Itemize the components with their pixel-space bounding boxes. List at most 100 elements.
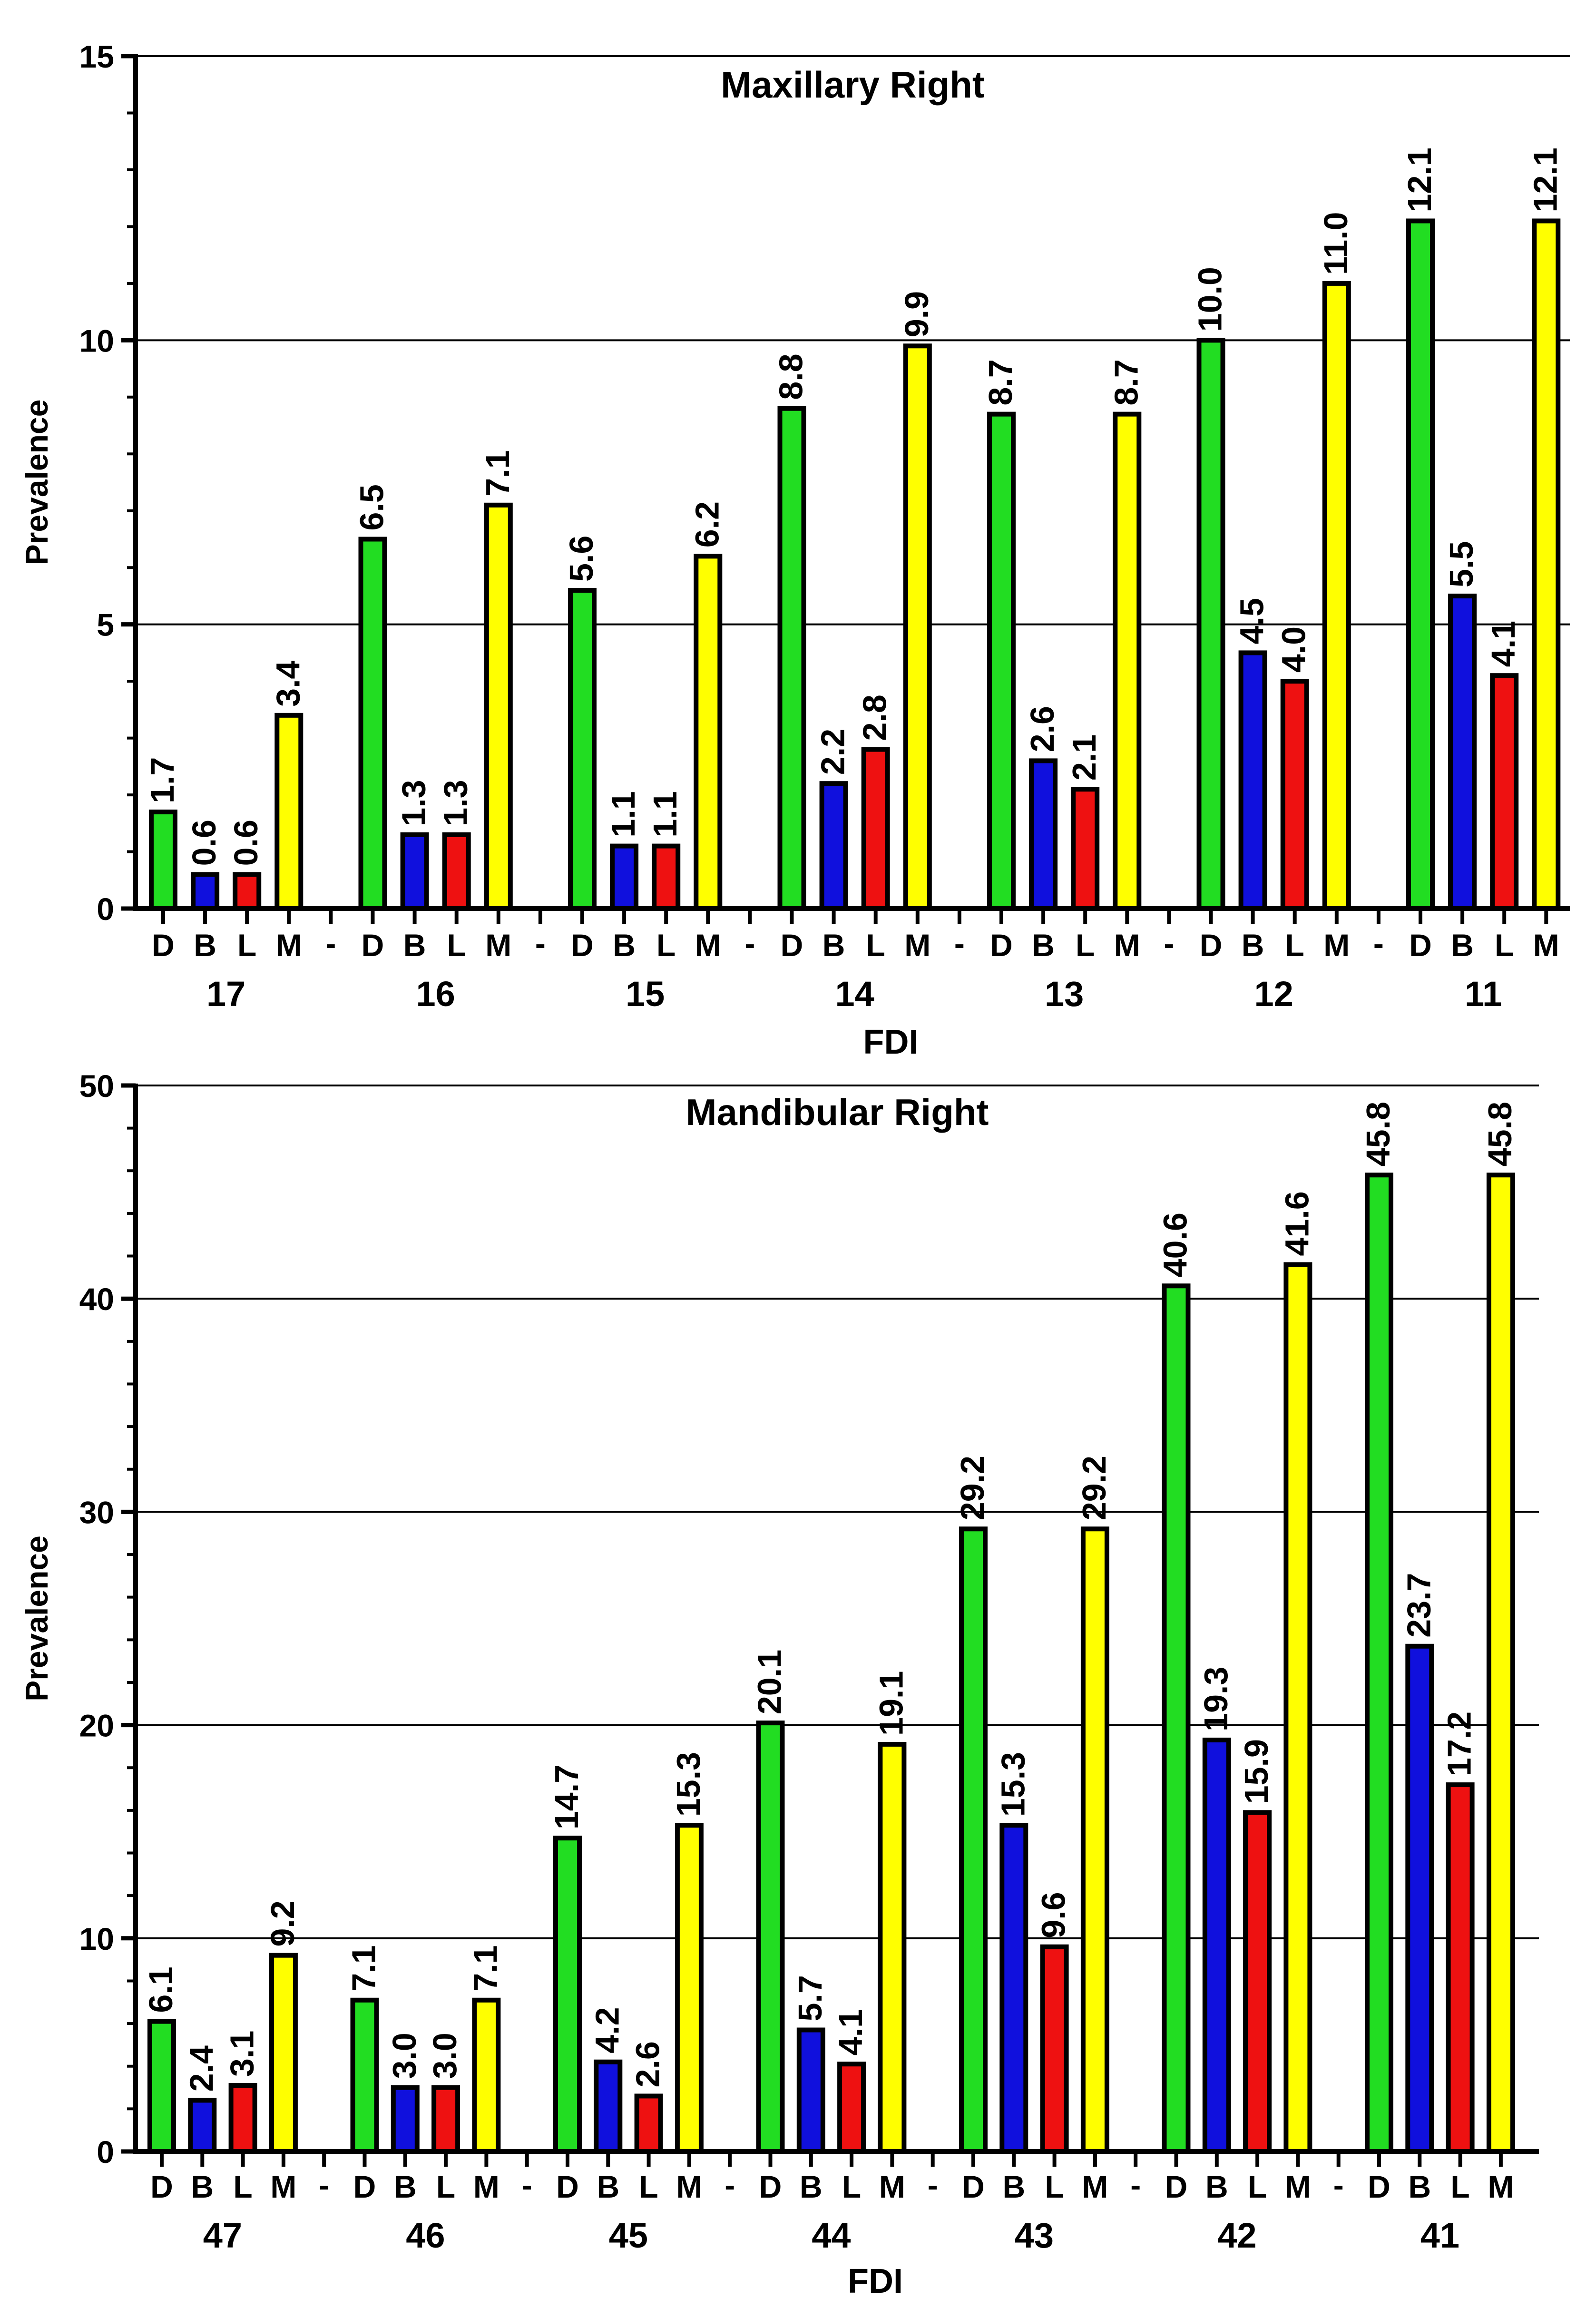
data-label: 8.7 [1107, 359, 1145, 405]
bar-12-B [1238, 650, 1267, 911]
bar-16-B [400, 832, 429, 911]
y-tick-label: 5 [97, 607, 114, 643]
y-tick-label: 20 [79, 1708, 114, 1743]
x-tick-label: L [1285, 928, 1304, 963]
bar-14-D [777, 406, 806, 911]
x-tick-label: M [1285, 2169, 1311, 2204]
tooth-label: 15 [626, 974, 665, 1014]
data-label: 1.1 [646, 791, 684, 837]
y-tick-label: 10 [79, 323, 114, 358]
chart-title: Maxillary Right [721, 64, 985, 106]
data-label: 4.0 [1275, 626, 1312, 673]
x-tick-label: M [473, 2169, 499, 2204]
bar-17-D [149, 809, 177, 911]
data-label: 2.4 [183, 2045, 220, 2092]
data-label: 6.1 [142, 1966, 179, 2013]
data-label: 1.1 [605, 791, 642, 837]
y-tick-label: 0 [97, 2134, 114, 2170]
x-tick-label: B [613, 928, 636, 963]
bar-46-B [391, 2085, 420, 2154]
chart-maxillary: 0 5 10 15 1.7 D 0.6 B 0.6 L 3.4 M 17 - 6.5 D 1.3 B 1.3 L 7.1… [19, 39, 1570, 1061]
bar-15-M [694, 554, 723, 911]
data-label: 9.6 [1035, 1892, 1072, 1938]
bar-43-L [1040, 1944, 1069, 2154]
data-label: 4.1 [1485, 621, 1522, 667]
data-label: 29.2 [954, 1456, 991, 1520]
x-tick-label: D [1200, 928, 1223, 963]
data-label: 19.1 [872, 1671, 910, 1736]
bar-43-B [999, 1823, 1028, 2154]
data-label: 7.1 [345, 1945, 382, 1991]
tooth-label: 42 [1217, 2216, 1256, 2255]
separator-label: - [325, 926, 336, 961]
data-label: 3.1 [224, 2031, 261, 2077]
bar-45-M [675, 1823, 704, 2154]
x-tick-label: L [1076, 928, 1095, 963]
bar-17-B [191, 872, 220, 911]
bar-43-D [959, 1526, 988, 2154]
bar-42-D [1162, 1283, 1191, 2154]
x-tick-label: B [1032, 928, 1055, 963]
x-tick-label: D [1165, 2169, 1188, 2204]
data-label: 0.6 [186, 820, 223, 866]
x-tick-label: L [639, 2169, 658, 2204]
y-axis-label: Prevalence [19, 400, 54, 566]
y-tick-label: 10 [79, 1921, 114, 1956]
separator-label: - [744, 926, 755, 961]
separator-label: - [1164, 926, 1174, 961]
x-tick-label: L [436, 2169, 455, 2204]
data-label: 7.1 [467, 1945, 504, 1991]
x-tick-label: L [1248, 2169, 1267, 2204]
x-tick-label: B [597, 2169, 619, 2204]
tooth-label: 12 [1254, 974, 1293, 1014]
bar-47-B [188, 2098, 217, 2154]
data-label: 45.8 [1481, 1102, 1518, 1166]
bar-41-L [1446, 1782, 1475, 2154]
bar-15-L [652, 843, 681, 911]
x-tick-label: B [194, 928, 216, 963]
separator-label: - [1130, 2167, 1141, 2202]
bar-17-L [233, 872, 262, 911]
separator-label: - [928, 2167, 938, 2202]
data-label: 8.7 [982, 359, 1019, 405]
data-label: 4.5 [1234, 598, 1271, 644]
chart-mandibular: 0 10 20 30 40 50 6.1 D 2.4 B 3.1 L 9.2 M 47 - 7.1 D 3.0 B 3.… [19, 1068, 1539, 2300]
chart-title: Mandibular Right [686, 1091, 989, 1133]
x-tick-label: L [233, 2169, 252, 2204]
bar-47-L [228, 2083, 257, 2154]
x-tick-label: M [270, 2169, 296, 2204]
y-axis-label: Prevalence [19, 1535, 54, 1701]
bar-46-L [431, 2085, 460, 2154]
data-label: 8.8 [773, 353, 810, 400]
bar-44-M [878, 1741, 907, 2154]
x-tick-label: M [879, 2169, 905, 2204]
data-label: 3.0 [426, 2033, 463, 2079]
x-tick-label: L [842, 2169, 861, 2204]
x-tick-label: B [403, 928, 426, 963]
bar-41-D [1365, 1173, 1393, 2154]
x-tick-label: B [1205, 2169, 1228, 2204]
x-tick-label: M [904, 928, 930, 963]
data-label: 4.2 [588, 2007, 626, 2053]
x-tick-label: D [353, 2169, 376, 2204]
tooth-label: 43 [1015, 2216, 1054, 2255]
bar-17-M [274, 713, 304, 911]
x-tick-label: B [394, 2169, 417, 2204]
data-label: 19.3 [1197, 1667, 1234, 1731]
bar-42-M [1283, 1262, 1312, 2154]
x-tick-label: L [656, 928, 676, 963]
data-label: 15.9 [1238, 1739, 1275, 1804]
data-label: 5.5 [1443, 541, 1480, 587]
data-label: 1.3 [437, 780, 474, 826]
data-label: 7.1 [479, 450, 516, 496]
x-tick-label: D [362, 928, 384, 963]
x-tick-label: M [1082, 2169, 1108, 2204]
data-label: 6.2 [688, 501, 725, 547]
x-tick-label: B [1002, 2169, 1025, 2204]
bar-13-M [1113, 411, 1142, 911]
x-tick-label: D [781, 928, 803, 963]
data-label: 23.7 [1400, 1573, 1437, 1638]
tooth-label: 13 [1045, 974, 1084, 1014]
x-tick-label: D [152, 928, 175, 963]
